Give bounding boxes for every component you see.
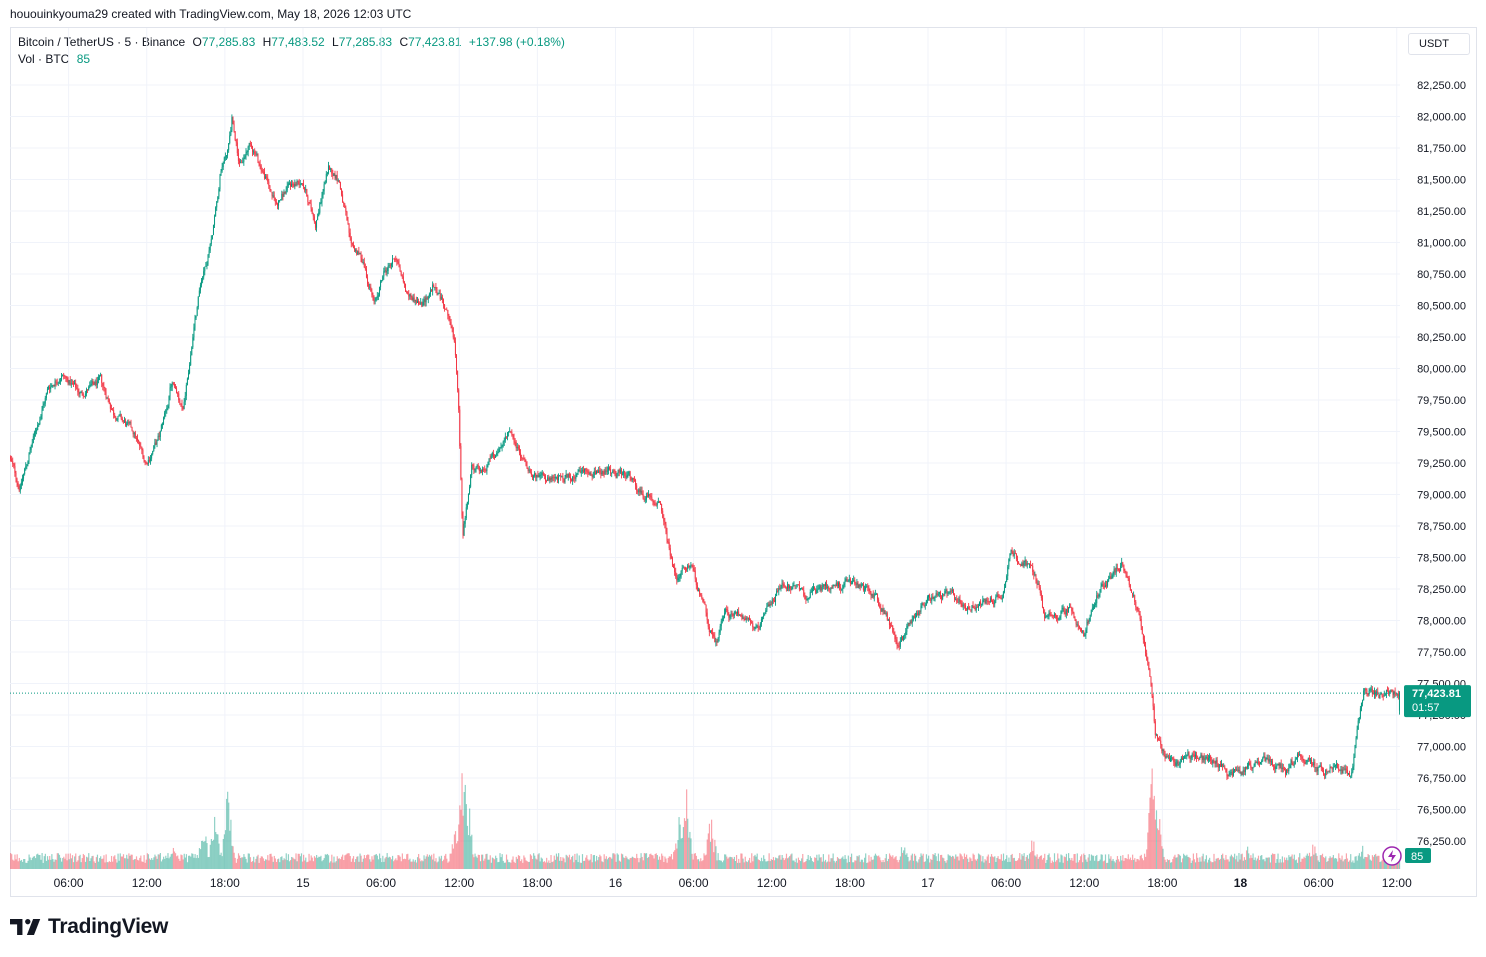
- volume-value: 85: [76, 52, 91, 66]
- tradingview-logo[interactable]: TradingView: [10, 914, 168, 940]
- volume-label[interactable]: Vol · BTC: [18, 52, 70, 66]
- change-value: +137.98 (+0.18%): [468, 35, 565, 49]
- open-label: O: [192, 35, 202, 49]
- close-value: 77,423.81: [408, 35, 462, 49]
- high-value: 77,483.52: [271, 35, 325, 49]
- symbol-title[interactable]: Bitcoin / TetherUS · 5 · Binance: [18, 35, 186, 49]
- low-value: 77,285.83: [338, 35, 393, 49]
- ohlc-legend: Bitcoin / TetherUS · 5 · Binance O77,285…: [18, 35, 565, 49]
- high-label: H: [262, 35, 272, 49]
- low-label: L: [332, 35, 339, 49]
- tradingview-logo-icon: [10, 919, 41, 935]
- chart-frame: [10, 27, 1477, 897]
- volume-legend: Vol · BTC 85: [18, 52, 90, 66]
- currency-button[interactable]: USDT: [1408, 33, 1470, 55]
- tradingview-wordmark: TradingView: [48, 915, 169, 938]
- open-value: 77,285.83: [201, 35, 256, 49]
- chart-caption: hououinkyouma29 created with TradingView…: [10, 7, 412, 21]
- close-label: C: [399, 35, 409, 49]
